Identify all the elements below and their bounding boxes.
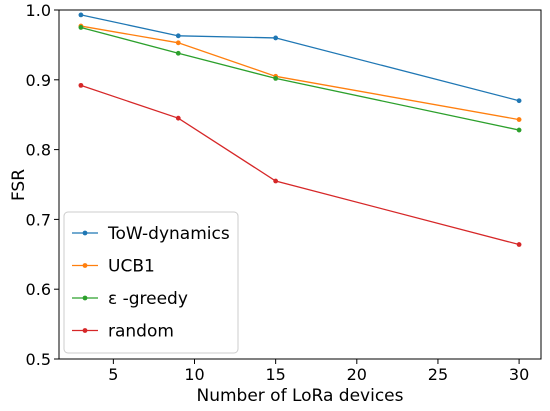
series-line-3 bbox=[80, 84, 520, 246]
series-line-2 bbox=[80, 26, 520, 131]
data-point bbox=[516, 242, 522, 247]
data-point bbox=[78, 82, 84, 88]
y-tick-label: 1.0 bbox=[26, 1, 51, 20]
legend-label: UCB1 bbox=[108, 257, 155, 277]
data-point bbox=[516, 98, 522, 104]
data-point bbox=[78, 25, 84, 30]
legend-label: ToW-dynamics bbox=[107, 224, 230, 244]
data-point bbox=[516, 127, 522, 133]
x-tick-label: 25 bbox=[428, 365, 448, 384]
y-tick-label: 0.9 bbox=[26, 71, 51, 90]
series-layer bbox=[78, 12, 522, 247]
x-axis-ticks: 5 10 15 20 25 30 bbox=[108, 359, 529, 384]
y-tick-label: 0.8 bbox=[26, 141, 51, 160]
y-axis-title: FSR bbox=[9, 169, 29, 201]
data-point bbox=[516, 117, 522, 122]
y-tick-label: 0.6 bbox=[26, 280, 51, 299]
x-tick-label: 20 bbox=[347, 365, 367, 384]
x-axis-title: Number of LoRa devices bbox=[196, 386, 403, 406]
plot-frame bbox=[58, 9, 542, 360]
x-tick-label: 5 bbox=[108, 365, 118, 384]
data-point bbox=[175, 115, 181, 121]
x-tick-label: 30 bbox=[509, 365, 529, 384]
y-tick-label: 0.7 bbox=[26, 210, 51, 229]
data-point bbox=[175, 40, 181, 46]
legend-swatch-marker bbox=[82, 263, 88, 268]
legend-label: random bbox=[108, 322, 174, 342]
x-tick-label: 10 bbox=[184, 365, 204, 384]
series-line-1 bbox=[80, 25, 520, 121]
data-point bbox=[273, 76, 279, 81]
data-point bbox=[175, 50, 181, 56]
legend-swatch-marker bbox=[82, 328, 88, 333]
legend: ToW-dynamics UCB1 ε -greedy random bbox=[63, 211, 239, 354]
y-axis-ticks: 0.5 0.6 0.7 0.8 0.9 1.0 bbox=[26, 1, 59, 369]
legend-swatch-marker bbox=[82, 295, 88, 301]
x-tick-label: 15 bbox=[265, 365, 285, 384]
y-tick-label: 0.5 bbox=[26, 350, 51, 369]
legend-label: ε -greedy bbox=[108, 289, 188, 309]
data-point bbox=[273, 178, 279, 184]
legend-swatch-marker bbox=[82, 230, 88, 236]
legend-box bbox=[63, 211, 239, 354]
data-point bbox=[273, 35, 279, 41]
data-point bbox=[175, 33, 181, 39]
series-line-0 bbox=[80, 14, 520, 102]
data-point bbox=[78, 12, 84, 18]
